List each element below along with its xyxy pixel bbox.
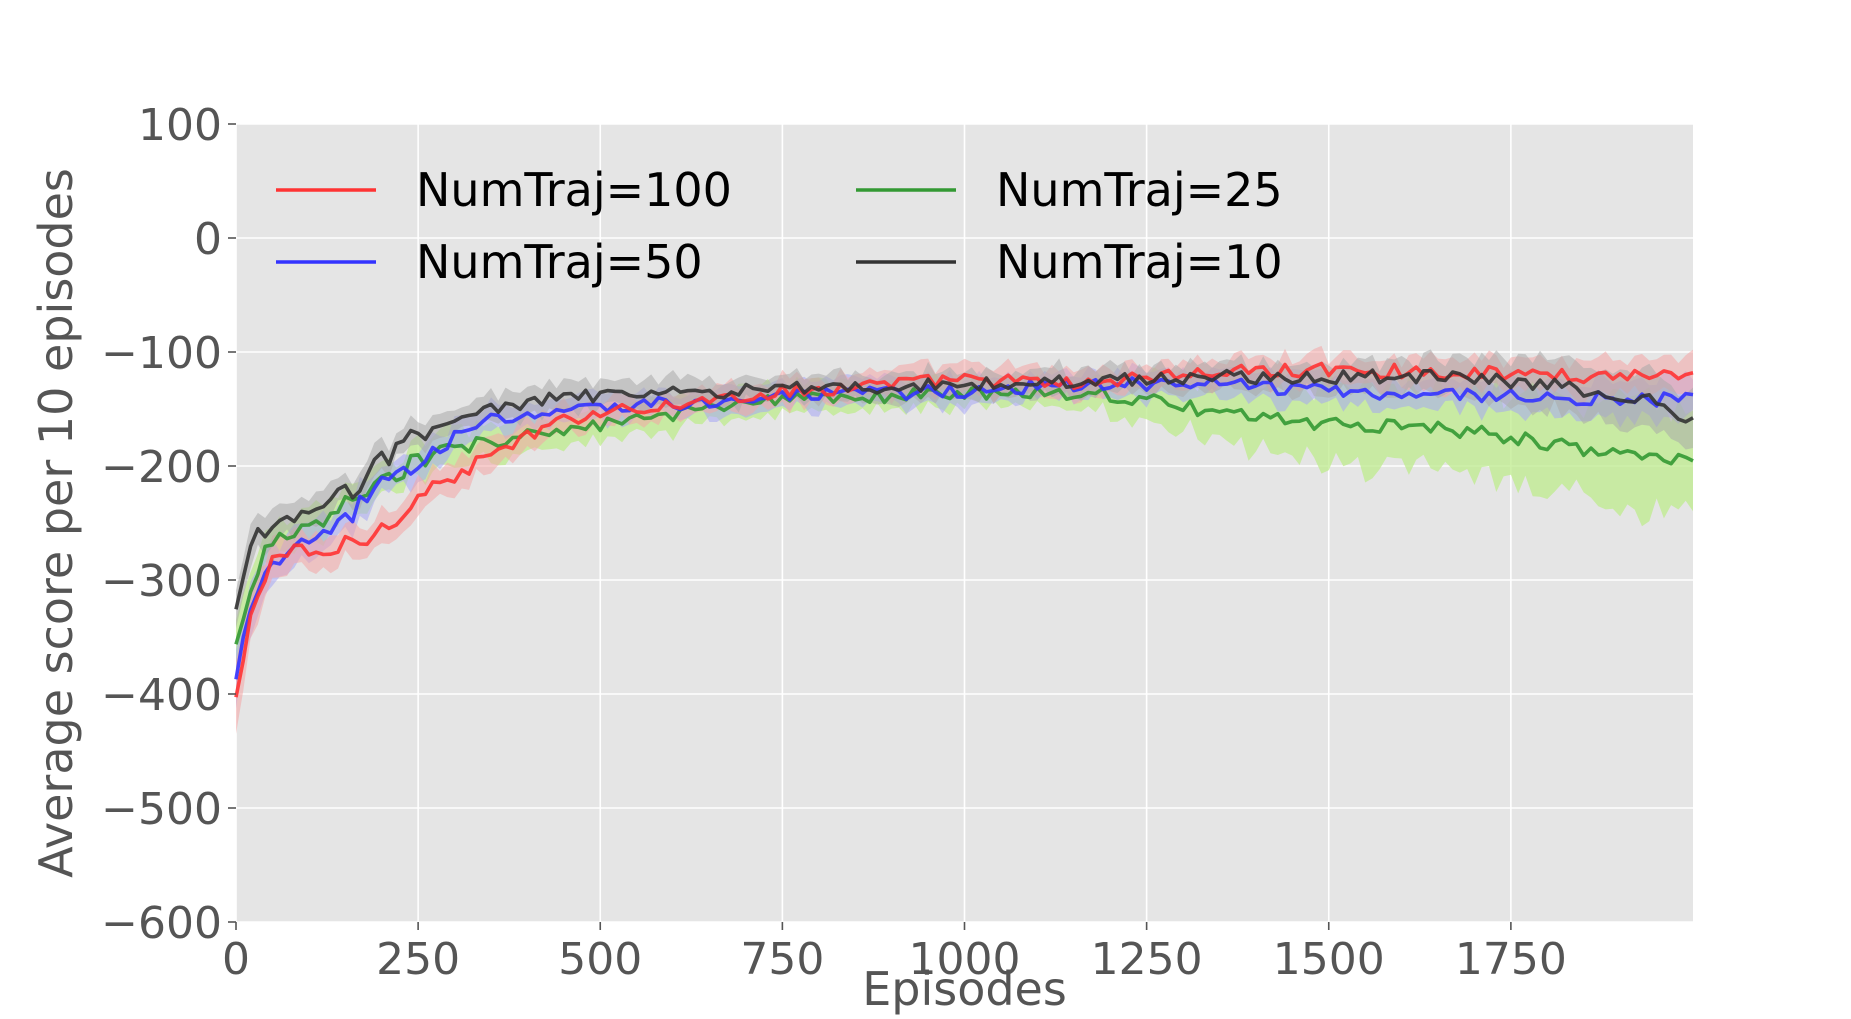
grid: [235, 123, 1693, 923]
series-line-1: [234, 375, 1694, 680]
x-tick-label: 250: [376, 934, 460, 985]
y-axis-label: Average score per 10 episodes: [29, 168, 83, 878]
confidence-band-3: [236, 349, 1693, 629]
x-tick-label: 500: [558, 934, 642, 985]
y-tick-label: −200: [101, 442, 222, 493]
legend-label: NumTraj=100: [416, 163, 732, 217]
legend: NumTraj=100 NumTraj=50 NumTraj=25 NumTraj=1…: [276, 163, 1283, 289]
confidence-band-2: [236, 367, 1693, 669]
series-line-3: [234, 368, 1694, 610]
y-tick-label: 100: [138, 100, 222, 151]
y-tick-label: 0: [194, 214, 222, 265]
legend-label: NumTraj=25: [996, 163, 1283, 217]
x-axis-label: Episodes: [862, 962, 1067, 1016]
legend-label: NumTraj=50: [416, 235, 703, 289]
confidence-bands: [236, 345, 1693, 734]
x-tick-label: 1000: [909, 934, 1021, 985]
x-tick-label: 1500: [1273, 934, 1385, 985]
y-tick-label: −500: [101, 784, 222, 835]
x-tick-label: 0: [222, 934, 250, 985]
y-tick-label: −100: [101, 328, 222, 379]
y-tick-label: −600: [101, 898, 222, 949]
x-tick-label: 1250: [1091, 934, 1203, 985]
y-tick-label: −400: [101, 670, 222, 721]
legend-label: NumTraj=10: [996, 235, 1283, 289]
x-tick-label: 750: [740, 934, 824, 985]
y-tick-label: −300: [101, 556, 222, 607]
series-lines: [234, 361, 1694, 698]
x-tick-label: 1750: [1455, 934, 1567, 985]
axis-ticks: 0 250 500 750 1000 1250 1500 17501000−100−200−3…: [101, 100, 1567, 985]
